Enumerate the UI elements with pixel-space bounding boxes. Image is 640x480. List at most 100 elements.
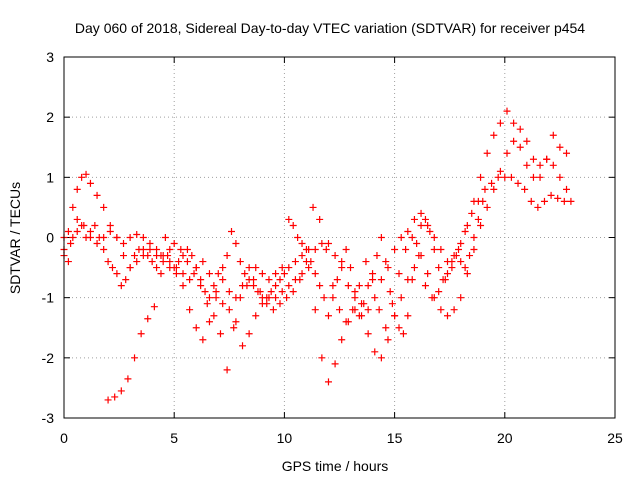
track-d-point — [108, 264, 116, 272]
track-c-point — [197, 282, 205, 290]
track-d-point — [298, 240, 306, 248]
track-b-point — [450, 306, 458, 314]
track-a-point — [278, 264, 286, 272]
track-d-point — [399, 330, 407, 338]
track-a-point — [69, 203, 77, 211]
x-tick-label: 0 — [60, 430, 68, 446]
track-c-point — [183, 258, 191, 266]
track-b-point — [490, 185, 498, 193]
track-c-point — [177, 246, 185, 254]
track-c-point — [289, 288, 297, 296]
track-c-point — [124, 375, 132, 383]
track-d-point — [470, 234, 478, 241]
track-d-point — [461, 264, 469, 272]
track-d-point — [117, 282, 125, 290]
x-axis-label: GPS time / hours — [282, 458, 389, 474]
track-c-point — [428, 294, 436, 302]
track-c-point — [190, 270, 198, 278]
track-a-point — [199, 258, 207, 266]
track-c-point — [388, 300, 396, 308]
track-c-point — [362, 258, 370, 266]
track-b-point — [199, 336, 207, 344]
track-d-point — [439, 276, 447, 284]
track-c-point — [468, 209, 476, 217]
track-d-point — [324, 312, 332, 320]
track-c-point — [514, 179, 522, 187]
track-d-point — [78, 221, 86, 229]
track-a-point — [93, 191, 101, 199]
track-d-point — [69, 234, 77, 241]
track-c-point — [283, 294, 291, 302]
y-tick-label: 0 — [46, 230, 54, 246]
track-d-point — [148, 258, 156, 266]
track-a-point — [556, 143, 564, 151]
track-d-point — [386, 288, 394, 296]
track-c-point — [336, 306, 343, 314]
track-d-point — [474, 215, 482, 223]
track-d-point — [289, 221, 297, 229]
track-a-point — [82, 170, 90, 178]
track-b-point — [496, 167, 504, 175]
track-a-point — [351, 294, 359, 302]
track-d-point — [179, 252, 187, 260]
track-c-point — [243, 282, 251, 290]
track-a-point — [563, 149, 571, 157]
track-d-point — [241, 270, 249, 278]
track-d-point — [236, 258, 244, 266]
track-a-point — [457, 240, 465, 248]
track-d-point — [395, 324, 403, 332]
track-a-point — [503, 107, 511, 115]
track-d-point — [100, 246, 108, 254]
track-b-point — [364, 330, 372, 338]
track-d-point — [329, 294, 337, 302]
track-c-point — [170, 240, 178, 248]
track-a-point — [516, 143, 524, 151]
track-b-point — [443, 312, 451, 320]
track-d-point — [82, 234, 90, 241]
track-d-point — [73, 215, 81, 223]
track-d-point — [192, 264, 200, 272]
track-c-point — [263, 300, 271, 308]
chart-title: Day 060 of 2018, Sidereal Day-to-day VTE… — [75, 20, 585, 36]
track-a-point — [126, 234, 134, 241]
y-axis-label: SDTVAR / TECUs — [7, 182, 23, 294]
track-d-point — [197, 276, 205, 284]
track-d-point — [183, 246, 191, 254]
track-a-point — [437, 246, 445, 254]
track-d-point — [417, 221, 425, 229]
track-d-point — [373, 252, 381, 260]
track-c-point — [164, 252, 172, 260]
track-a-point — [331, 252, 339, 260]
track-a-point — [258, 270, 266, 278]
track-a-point — [219, 300, 227, 308]
track-a-point — [324, 240, 332, 248]
track-b-point — [113, 234, 121, 241]
track-a-point — [205, 270, 213, 278]
track-c-point — [540, 197, 548, 205]
track-a-point — [212, 288, 220, 296]
track-c-point — [349, 306, 357, 314]
track-a-point — [100, 203, 108, 211]
track-b-point — [120, 252, 128, 260]
track-a-point — [153, 246, 161, 254]
track-d-point — [307, 258, 315, 266]
track-a-point — [106, 221, 114, 229]
track-d-point — [466, 252, 474, 260]
track-b-point — [212, 294, 220, 302]
track-a-point — [139, 234, 147, 241]
track-b-point — [384, 336, 392, 344]
track-a-point — [344, 282, 352, 290]
y-tick-label: 3 — [46, 49, 54, 65]
track-c-point — [488, 179, 496, 187]
track-b-point — [73, 227, 81, 235]
track-a-point — [179, 270, 187, 278]
track-d-point — [391, 312, 399, 320]
track-b-point — [159, 258, 167, 266]
track-a-point — [410, 215, 418, 223]
track-b-point — [311, 306, 319, 314]
track-d-point — [316, 282, 324, 290]
track-b-point — [563, 185, 571, 193]
track-d-point — [443, 270, 451, 278]
track-c-point — [104, 396, 112, 404]
track-a-point — [73, 185, 81, 193]
